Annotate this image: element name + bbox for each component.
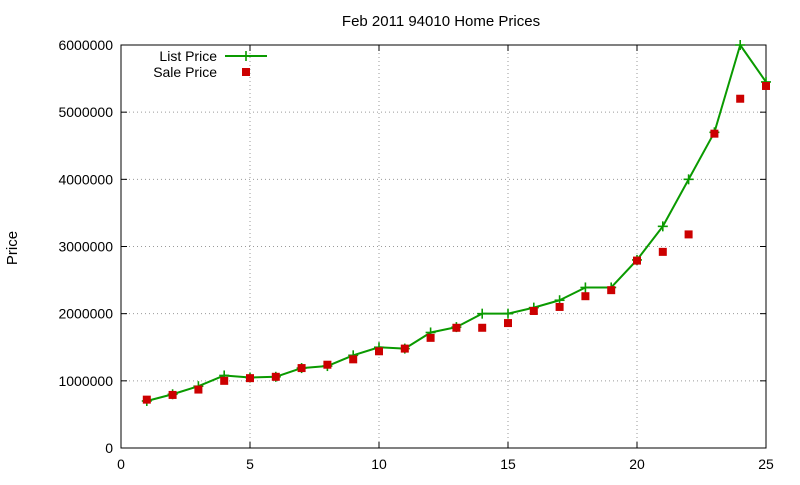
- axis-tick-labels: 0 5 10 15 20 25 0 1000000 2000000 3000000 4000000 5…: [58, 37, 774, 472]
- y-tick-label: 2000000: [58, 306, 113, 322]
- sale-price-point: [762, 81, 770, 90]
- x-tick-label: 25: [758, 456, 774, 472]
- sale-price-point: [736, 94, 745, 103]
- sale-price-point: [452, 323, 461, 332]
- sale-price-point: [658, 247, 667, 256]
- list-price-point: [503, 308, 513, 319]
- y-tick-label: 0: [105, 440, 113, 456]
- sale-price-point: [400, 344, 409, 353]
- sale-price-point: [504, 319, 512, 328]
- x-tick-label: 0: [117, 456, 125, 472]
- x-tick-label: 10: [371, 456, 387, 472]
- y-tick-label: 6000000: [58, 37, 113, 53]
- sale-price-point: [607, 286, 616, 295]
- sale-price-point: [529, 306, 538, 315]
- grid-lines: [121, 45, 766, 448]
- list-price-point: [477, 308, 488, 319]
- y-tick-label: 4000000: [58, 171, 113, 187]
- list-price-point: [683, 174, 694, 185]
- sale-price-point: [194, 385, 203, 394]
- x-tick-label: 15: [500, 456, 516, 472]
- list-price-point: [580, 282, 591, 293]
- sale-price-point: [581, 292, 590, 301]
- sale-price-point: [246, 374, 254, 383]
- list-price-line: [146, 44, 767, 402]
- list-price-point: [657, 221, 668, 232]
- series-layer: [141, 40, 771, 406]
- legend-label: Sale Price: [153, 64, 217, 80]
- sale-price-point: [142, 395, 151, 404]
- y-tick-label: 5000000: [58, 104, 113, 120]
- sale-price-point: [478, 323, 487, 332]
- y-tick-label: 3000000: [58, 239, 113, 255]
- sale-price-point: [271, 372, 280, 381]
- sale-price-point: [323, 360, 332, 369]
- series-1: [141, 40, 771, 406]
- sale-price-point: [375, 347, 383, 356]
- y-axis-title: Price: [4, 231, 21, 265]
- chart-title: Feb 2011 94010 Home Prices: [342, 13, 540, 30]
- sale-price-point: [220, 376, 229, 385]
- y-tick-label: 1000000: [58, 373, 113, 389]
- sale-price-point: [555, 302, 564, 311]
- x-tick-label: 5: [246, 456, 254, 472]
- legend-plus-marker: [241, 51, 251, 61]
- sale-price-point: [168, 390, 177, 399]
- plot-frame: [120, 44, 767, 449]
- legend-label: List Price: [159, 48, 217, 64]
- list-price-point: [735, 40, 746, 50]
- legend-square-marker: [242, 68, 250, 76]
- sale-price-point: [684, 230, 693, 239]
- sale-price-point: [297, 364, 306, 373]
- x-tick-label: 20: [629, 456, 645, 472]
- series-2: [142, 81, 770, 404]
- sale-price-point: [426, 333, 435, 342]
- sale-price-point: [349, 355, 358, 364]
- sale-price-point: [710, 129, 719, 138]
- sale-price-point: [633, 256, 641, 265]
